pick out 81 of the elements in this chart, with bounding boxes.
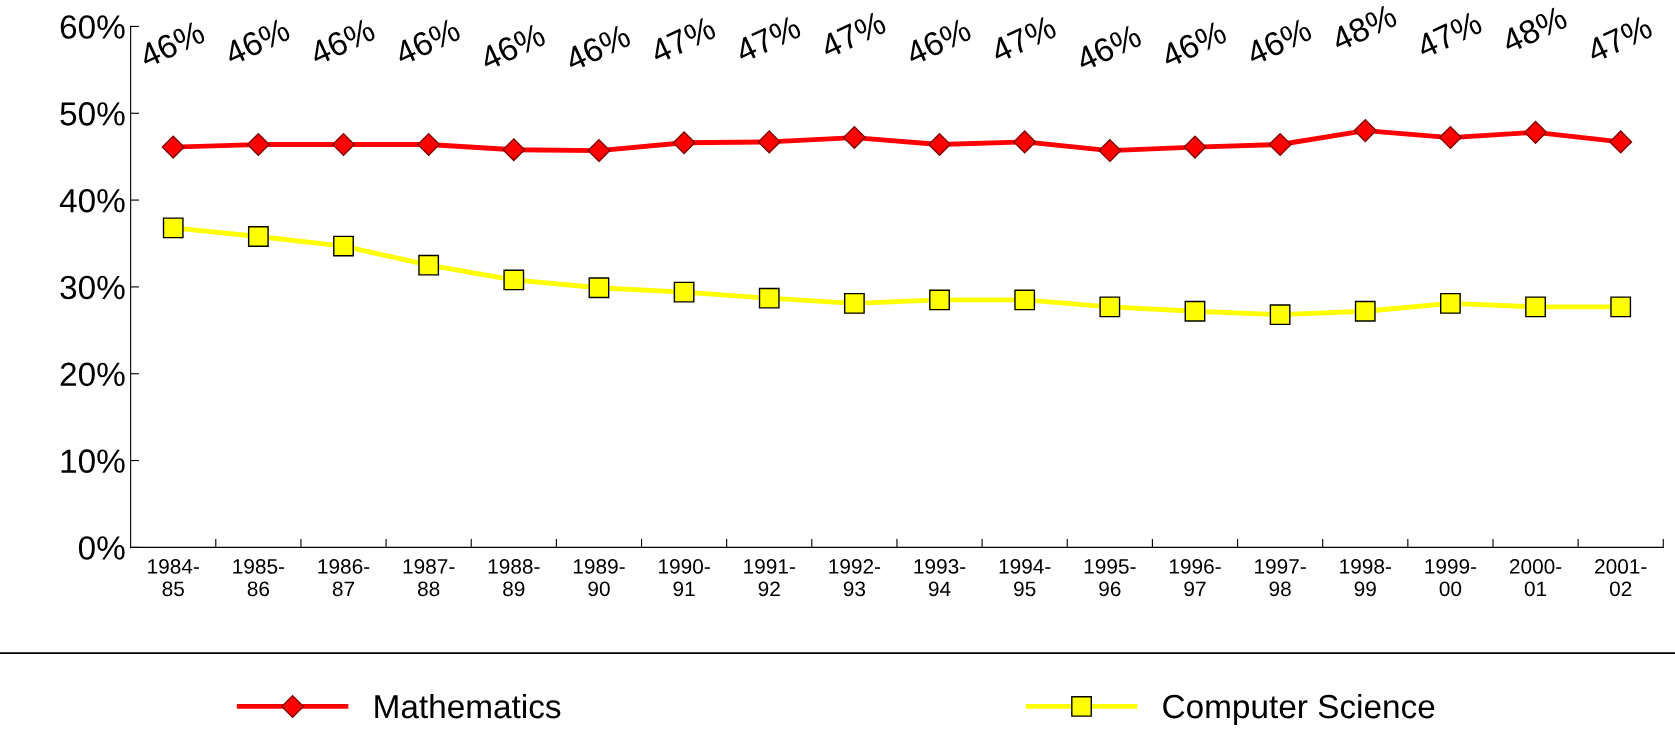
data-label: 46% xyxy=(222,17,292,66)
point xyxy=(161,135,185,159)
data-label: 47% xyxy=(1585,14,1654,64)
point xyxy=(1609,130,1633,154)
point xyxy=(418,254,440,276)
point xyxy=(929,289,950,311)
y-tick-label: 20% xyxy=(60,362,125,387)
x-tick-label: 1986- 87 xyxy=(318,559,370,597)
data-label: 46% xyxy=(563,23,632,73)
data-label: 47% xyxy=(733,14,803,64)
data-label: 47% xyxy=(1414,10,1484,59)
point xyxy=(1354,300,1376,322)
point xyxy=(843,292,865,314)
data-label: 46% xyxy=(478,22,547,72)
point xyxy=(333,235,354,257)
point xyxy=(332,133,356,157)
y-tick-label: 30% xyxy=(60,275,125,300)
data-label: 47% xyxy=(648,15,717,65)
y-tick-label: 50% xyxy=(60,102,125,126)
data-label: 46% xyxy=(1074,23,1143,73)
data-label: 46% xyxy=(1159,19,1228,69)
point xyxy=(1438,126,1462,150)
point xyxy=(673,281,695,303)
point xyxy=(1610,296,1632,318)
x-tick-label: 1989- 90 xyxy=(573,559,625,597)
data-label: 46% xyxy=(307,17,377,66)
point xyxy=(246,133,270,157)
x-tick-label: 1997- 98 xyxy=(1255,559,1306,597)
point xyxy=(1525,296,1546,318)
point xyxy=(247,226,269,247)
x-tick-label: 1993- 94 xyxy=(914,559,966,597)
point xyxy=(1353,119,1377,143)
x-tick-label: 1985- 86 xyxy=(233,559,285,597)
x-tick-label: 1996- 97 xyxy=(1169,559,1221,597)
y-tick-label: 40% xyxy=(59,188,125,213)
x-tick-label: 1994- 95 xyxy=(999,559,1051,597)
point xyxy=(1184,300,1206,322)
x-tick-label: 1987- 88 xyxy=(403,559,455,597)
data-label: 46% xyxy=(903,17,973,66)
x-tick-label: 1998- 99 xyxy=(1340,559,1391,597)
x-tick-label: 1984- 85 xyxy=(148,559,199,597)
y-tick-label: 0% xyxy=(78,536,125,560)
x-tick-label: 1992- 93 xyxy=(829,559,881,597)
x-tick-label: 1995- 96 xyxy=(1084,559,1136,597)
x-tick-label: 1990- 91 xyxy=(659,559,710,597)
x-tick-label: 2000- 01 xyxy=(1509,559,1562,597)
data-label: 48% xyxy=(1499,5,1569,54)
legend-label: Mathematics xyxy=(375,693,561,719)
data-label: 46% xyxy=(392,17,462,66)
data-label: 46% xyxy=(137,19,207,69)
point xyxy=(1183,135,1207,159)
point xyxy=(758,287,780,309)
point xyxy=(417,133,441,157)
point xyxy=(757,130,781,154)
point xyxy=(1269,304,1291,326)
point xyxy=(1013,130,1037,154)
data-label: 46% xyxy=(1244,17,1314,66)
point xyxy=(162,217,184,239)
legend-label: Computer Science xyxy=(1163,693,1435,725)
point xyxy=(587,139,611,163)
point xyxy=(1439,292,1461,314)
x-tick-label: 2001- 02 xyxy=(1595,559,1647,597)
x-tick-label: 1999- 00 xyxy=(1425,559,1477,597)
data-label: 48% xyxy=(1329,3,1399,53)
y-tick-label: 10% xyxy=(61,449,125,473)
data-label: 47% xyxy=(989,14,1058,64)
point xyxy=(588,277,610,299)
point xyxy=(672,131,696,155)
data-label: 47% xyxy=(818,10,888,59)
point xyxy=(928,133,952,157)
point xyxy=(1524,120,1548,144)
point xyxy=(1098,139,1122,163)
point xyxy=(1268,133,1292,157)
point xyxy=(1099,296,1121,318)
point xyxy=(842,126,866,150)
point xyxy=(503,269,525,291)
point xyxy=(502,138,526,162)
x-tick-label: 1991- 92 xyxy=(744,559,795,597)
y-tick-label: 60% xyxy=(60,15,125,39)
x-tick-label: 1988- 89 xyxy=(488,559,540,597)
point xyxy=(1014,289,1036,311)
